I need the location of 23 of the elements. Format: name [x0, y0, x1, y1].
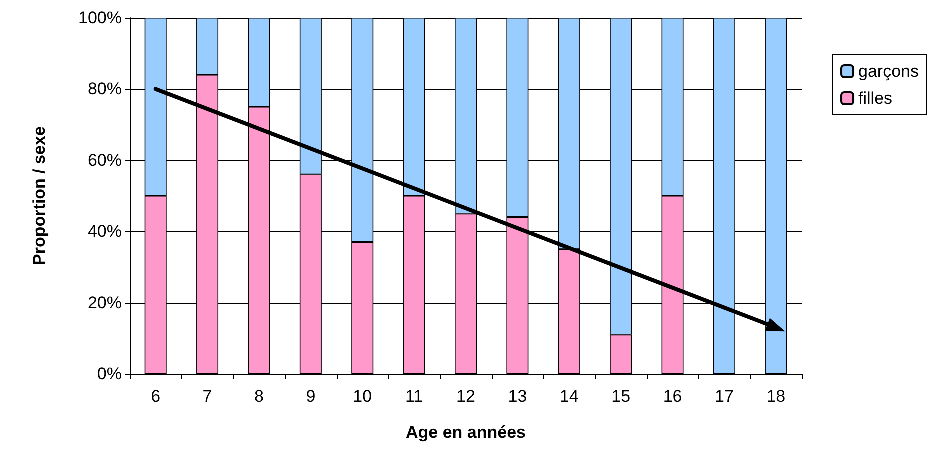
x-tick-label: 14: [560, 387, 579, 406]
x-tick-label: 10: [353, 387, 372, 406]
legend-label: garçons: [858, 62, 920, 81]
x-axis-title: Age en années: [406, 423, 526, 442]
x-tick-label: 9: [306, 387, 316, 406]
x-tick-label: 16: [663, 387, 682, 406]
y-tick-label: 40%: [88, 222, 122, 242]
y-tick-label: 20%: [88, 293, 122, 312]
y-tick-label: 0%: [97, 364, 122, 384]
y-axis-title: Proportion / sexe: [30, 126, 49, 266]
x-tick-label: 6: [151, 387, 161, 406]
legend-label: filles: [858, 89, 893, 108]
y-tick-label: 80%: [88, 80, 122, 99]
x-tick-label: 13: [508, 387, 528, 406]
x-tick-label: 7: [202, 387, 212, 406]
x-tick-label: 18: [766, 387, 786, 406]
x-tick-label: 12: [456, 387, 476, 406]
x-tick-label: 15: [612, 387, 631, 406]
y-tick-label: 100%: [78, 8, 122, 28]
x-tick-label: 11: [405, 387, 424, 406]
y-tick-label: 60%: [88, 150, 122, 170]
x-tick-label: 8: [254, 387, 264, 406]
x-tick-label: 17: [715, 387, 734, 406]
